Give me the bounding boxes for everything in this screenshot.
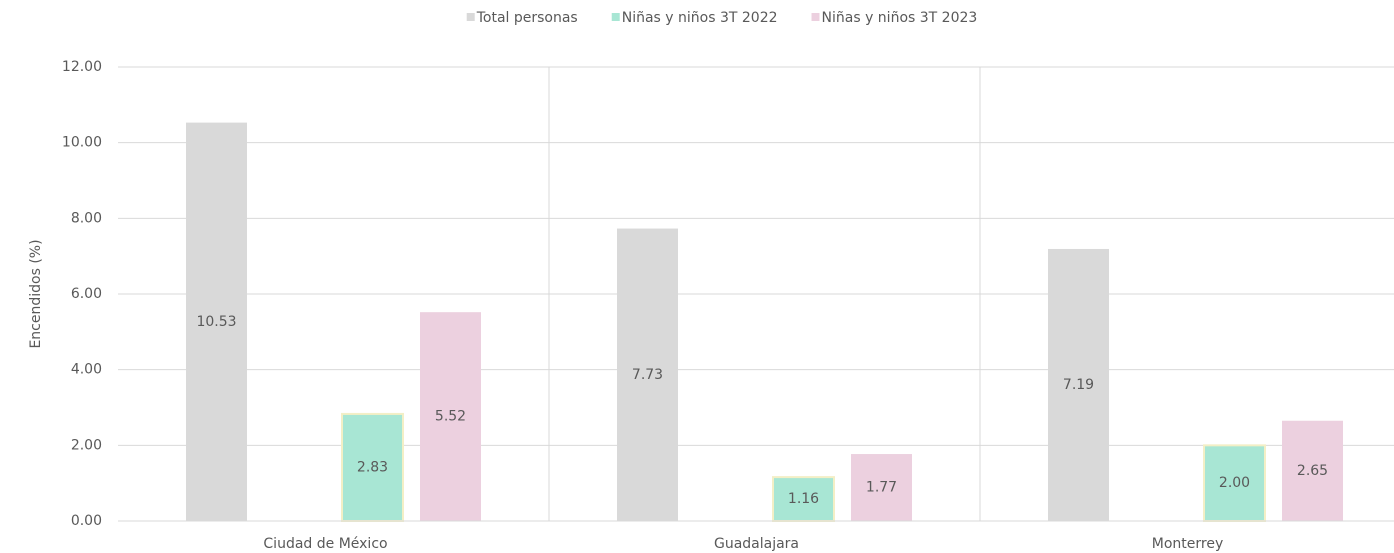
bar bbox=[1203, 444, 1266, 523]
legend: Total personas Niñas y niños 3T 2022 Niñas… bbox=[466, 10, 978, 26]
y-tick-label: 4.00 bbox=[71, 362, 102, 378]
data-label: 10.53 bbox=[196, 314, 236, 330]
y-tick-label: 8.00 bbox=[71, 210, 102, 226]
legend-label: Niñas y niños 3T 2022 bbox=[622, 10, 778, 26]
y-tick-label: 12.00 bbox=[62, 59, 102, 75]
bar bbox=[617, 228, 678, 521]
data-label: 1.16 bbox=[788, 491, 819, 507]
data-label: 1.77 bbox=[866, 480, 897, 496]
y-tick-label: 0.00 bbox=[71, 513, 102, 529]
legend-swatch bbox=[811, 13, 820, 21]
x-tick-label: Guadalajara bbox=[714, 536, 799, 552]
bar bbox=[1048, 248, 1109, 521]
data-label: 2.83 bbox=[357, 459, 388, 475]
y-axis-label: Encendidos (%) bbox=[28, 239, 44, 348]
data-label: 7.73 bbox=[632, 367, 663, 383]
bar bbox=[1282, 420, 1343, 521]
data-label: 7.19 bbox=[1063, 377, 1094, 393]
bar bbox=[772, 476, 835, 523]
x-tick-label: Monterrey bbox=[1152, 536, 1223, 552]
bar bbox=[186, 122, 247, 522]
legend-label: Total personas bbox=[476, 10, 578, 26]
y-tick-label: 6.00 bbox=[71, 286, 102, 302]
data-label: 2.00 bbox=[1219, 475, 1250, 491]
legend-label: Niñas y niños 3T 2023 bbox=[822, 10, 978, 26]
legend-swatch bbox=[466, 13, 475, 21]
data-label: 2.65 bbox=[1297, 463, 1328, 479]
bar bbox=[341, 412, 404, 523]
bar bbox=[851, 454, 912, 521]
y-tick-label: 2.00 bbox=[71, 437, 102, 453]
data-label: 5.52 bbox=[435, 409, 466, 425]
legend-swatch bbox=[611, 13, 620, 21]
x-tick-label: Ciudad de México bbox=[263, 536, 387, 552]
y-tick-label: 10.00 bbox=[62, 135, 102, 151]
bar bbox=[420, 312, 481, 521]
